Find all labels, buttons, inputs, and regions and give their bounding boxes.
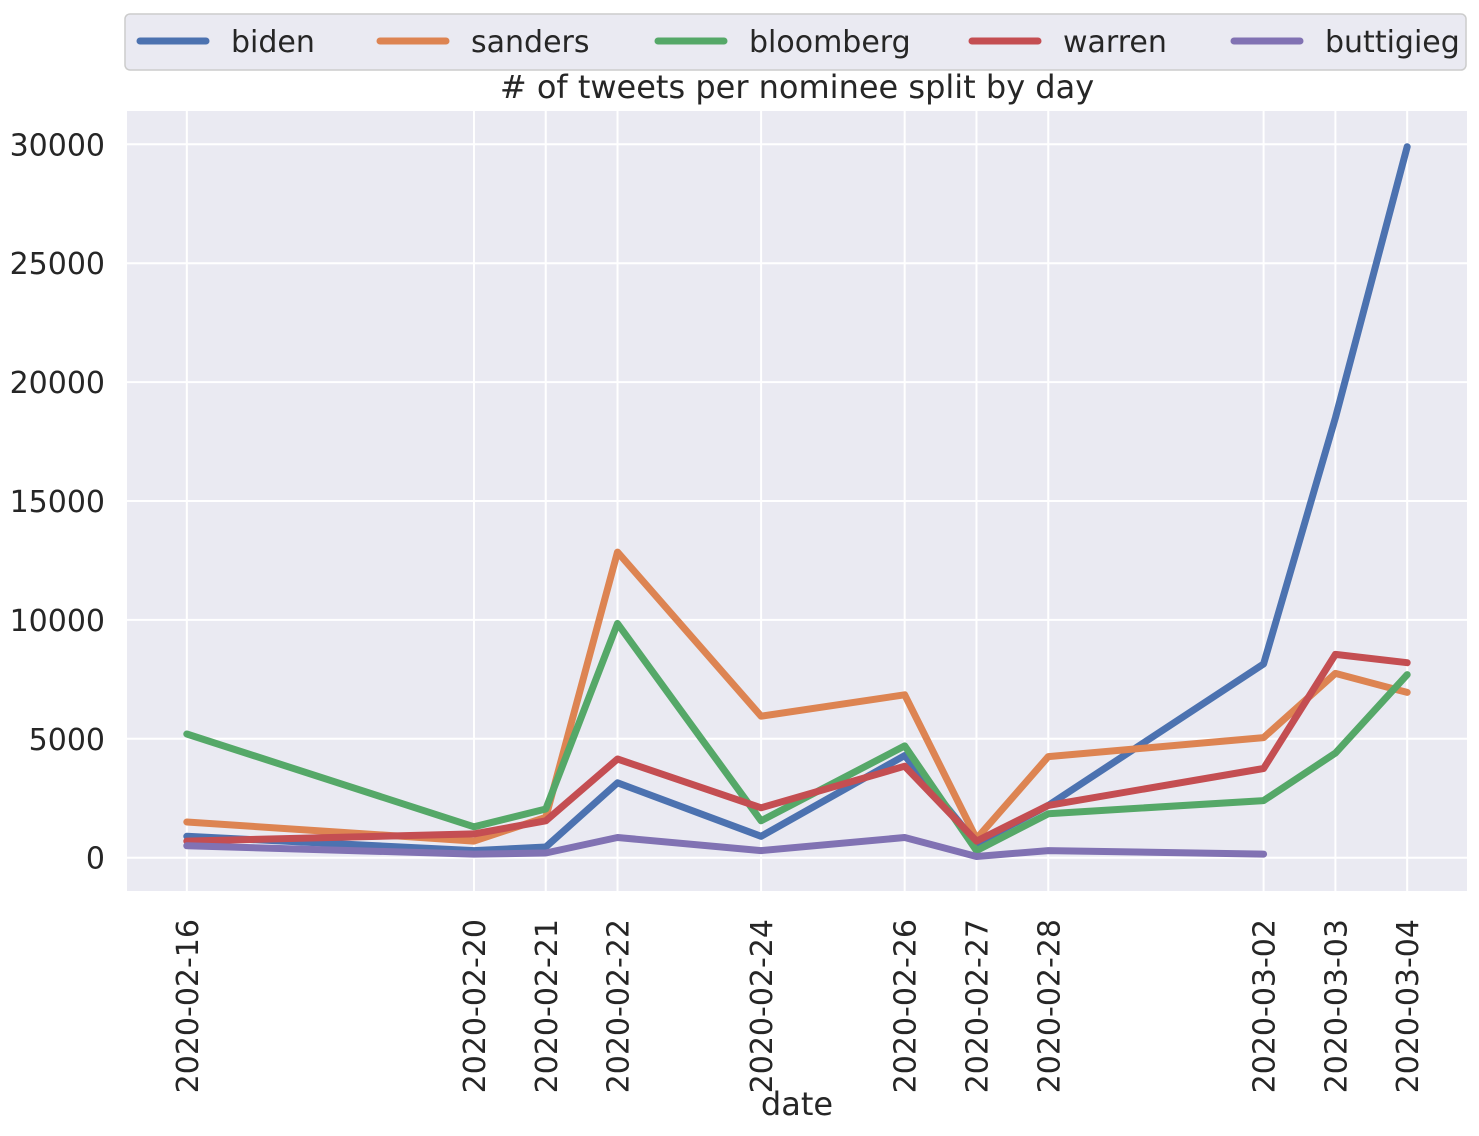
legend-label-sanders: sanders [471,25,590,60]
y-axis-ticks: 0 5000 10000 15000 20000 25000 30000 [10,128,105,876]
x-tick-label: 2020-03-02 [1248,919,1283,1093]
x-tick-label: 2020-02-28 [1032,919,1067,1093]
series-line-buttigieg [183,834,1268,860]
x-tick-label: 2020-02-22 [602,919,637,1093]
legend-label-warren: warren [1063,25,1167,60]
series-lines [183,143,1411,860]
chart-title: # of tweets per nominee split by day [500,68,1094,106]
y-tick-label: 10000 [10,604,105,639]
legend: biden sanders bloomberg warren buttigieg [124,13,1467,71]
legend-frame [124,13,1467,71]
y-tick-label: 20000 [10,366,105,401]
x-axis-label: date [761,1085,833,1123]
y-tick-label: 30000 [10,128,105,163]
x-tick-label: 2020-02-20 [458,919,493,1093]
legend-label-biden: biden [231,25,315,60]
y-tick-label: 25000 [10,247,105,282]
y-tick-label: 5000 [29,723,105,758]
legend-label-buttigieg: buttigieg [1325,25,1460,60]
x-axis-ticks: 2020-02-16 2020-02-20 2020-02-21 2020-02-22… [171,919,1426,1093]
x-tick-label: 2020-03-04 [1391,919,1426,1093]
x-tick-label: 2020-02-24 [745,919,780,1093]
x-tick-label: 2020-02-21 [530,919,565,1093]
x-tick-label: 2020-03-03 [1319,919,1354,1093]
x-tick-label: 2020-02-16 [171,919,206,1093]
y-tick-label: 0 [86,842,105,877]
x-tick-label: 2020-02-26 [889,919,924,1093]
series-line-warren [183,650,1411,845]
series-line-biden [183,143,1411,855]
series-line-bloomberg [183,620,1411,855]
legend-label-bloomberg: bloomberg [749,25,911,60]
y-tick-label: 15000 [10,485,105,520]
x-tick-label: 2020-02-27 [960,919,995,1093]
